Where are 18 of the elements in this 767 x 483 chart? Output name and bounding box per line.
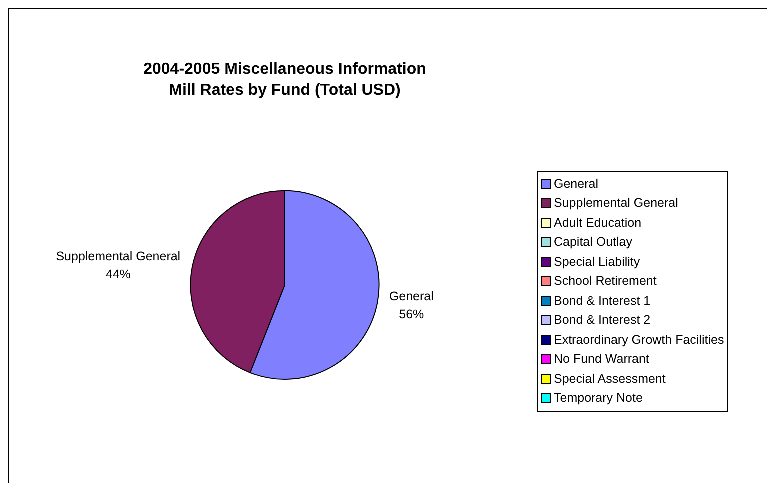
- chart-title: 2004-2005 Miscellaneous Information: [144, 61, 426, 78]
- legend-label: No Fund Warrant: [554, 352, 650, 366]
- legend-label: Supplemental General: [554, 196, 678, 210]
- slice-label: Supplemental General: [56, 250, 181, 264]
- legend-label: Capital Outlay: [554, 235, 633, 250]
- legend-label: Bond & Interest 2: [554, 313, 651, 328]
- legend-label: Special Liability: [554, 254, 640, 269]
- data-label: 44%: [106, 268, 131, 282]
- legend-label: Adult Education: [554, 216, 642, 230]
- data-label: 56%: [399, 308, 424, 322]
- legend-label: Temporary Note: [554, 391, 643, 406]
- chart-subtitle: Mill Rates by Fund (Total USD): [169, 82, 401, 100]
- legend-label: School Retirement: [554, 274, 657, 288]
- legend-label: Extraordinary Growth Facilities: [554, 332, 724, 347]
- legend-label: Bond & Interest 1: [554, 294, 651, 308]
- slice-label: General: [389, 290, 434, 304]
- legend-label: Special Assessment: [554, 372, 666, 386]
- legend-label: General: [554, 176, 598, 191]
